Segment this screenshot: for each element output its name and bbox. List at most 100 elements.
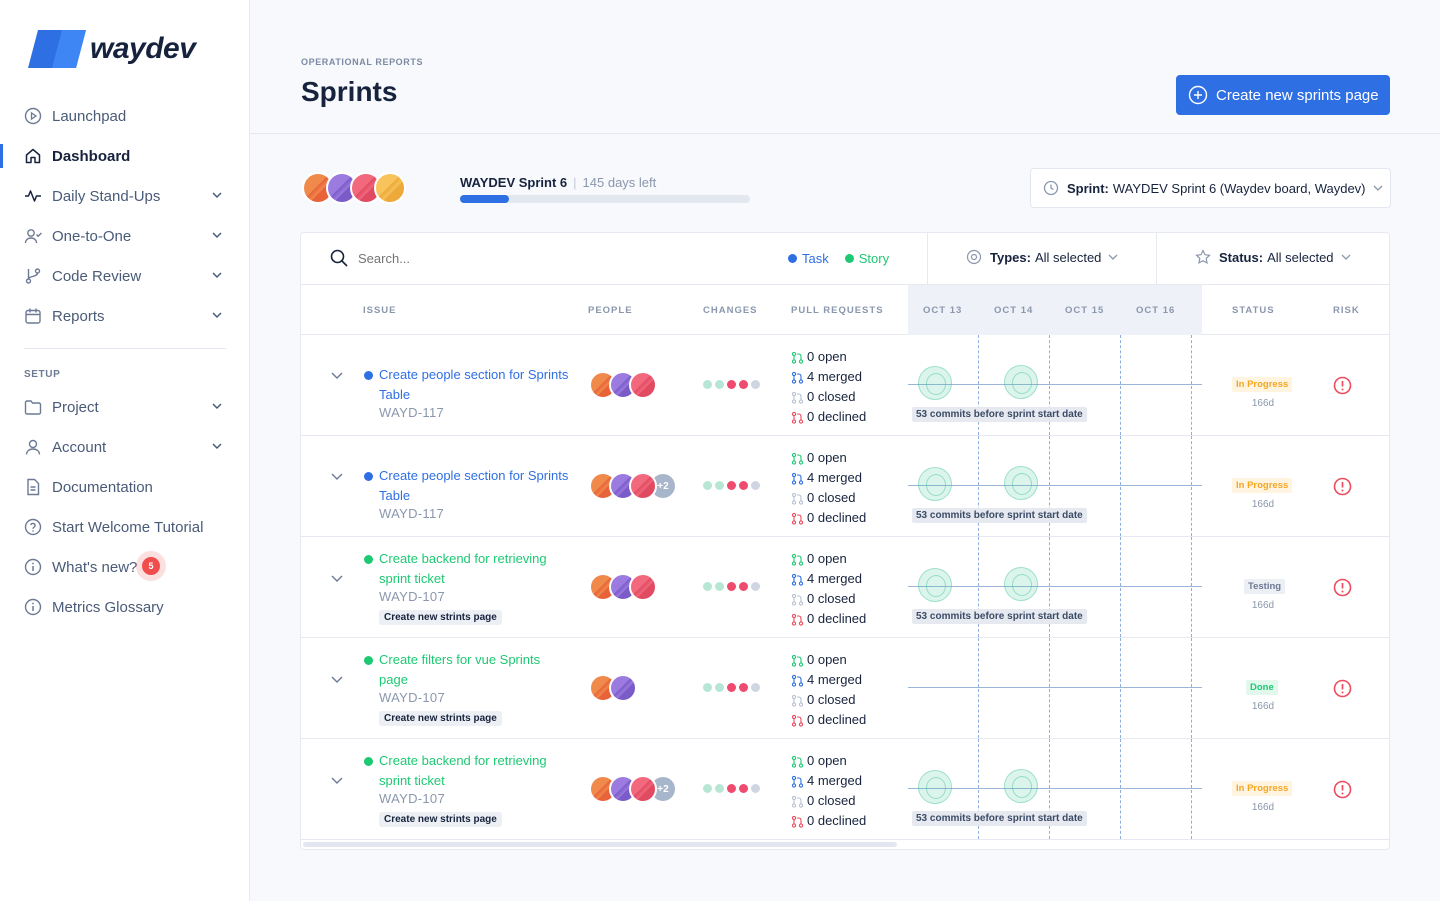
epic-tag[interactable]: Create new strints page bbox=[379, 610, 502, 625]
commits-before-sprint-label: 53 commits before sprint start date bbox=[912, 407, 1087, 422]
risk-alert-icon[interactable] bbox=[1333, 780, 1352, 799]
epic-tag[interactable]: Create new strints page bbox=[379, 812, 502, 827]
search-input[interactable] bbox=[358, 250, 558, 266]
avatar[interactable] bbox=[629, 573, 657, 601]
waydev-logo[interactable]: waydev bbox=[28, 30, 196, 68]
legend-item-story[interactable]: Story bbox=[844, 251, 889, 266]
avatar[interactable] bbox=[629, 775, 657, 803]
issue-type-dot bbox=[364, 472, 373, 481]
sprint-selector[interactable]: Sprint: WAYDEV Sprint 6 (Waydev board, W… bbox=[1030, 168, 1391, 208]
sidebar-item-what-s-new[interactable]: What's new? 5 bbox=[0, 547, 250, 587]
pull-request-stat-text: 4 merged bbox=[807, 571, 862, 586]
sidebar-item-project[interactable]: Project bbox=[0, 387, 250, 427]
expand-row-chevron-icon[interactable] bbox=[329, 468, 345, 484]
table-row[interactable]: Create backend for retrieving sprint tic… bbox=[301, 537, 1389, 638]
pull-request-stat: 0 closed bbox=[791, 488, 866, 508]
column-header-changes[interactable]: CHANGES bbox=[703, 305, 758, 316]
change-dot bbox=[751, 481, 760, 490]
pull-request-stat: 4 merged bbox=[791, 670, 866, 690]
sidebar-item-account[interactable]: Account bbox=[0, 427, 250, 467]
column-header-issue[interactable]: ISSUE bbox=[363, 305, 397, 316]
play-circle-icon bbox=[24, 107, 42, 125]
help-circle-icon bbox=[24, 518, 42, 536]
change-dot bbox=[739, 683, 748, 692]
commit-cluster-marker[interactable] bbox=[1004, 365, 1038, 399]
issue-title-link[interactable]: Create filters for vue Sprints page bbox=[379, 652, 541, 687]
status-duration: 166d bbox=[1251, 701, 1275, 712]
sidebar-item-start-welcome-tutorial[interactable]: Start Welcome Tutorial bbox=[0, 507, 250, 547]
expand-row-chevron-icon[interactable] bbox=[329, 367, 345, 383]
column-header-people[interactable]: PEOPLE bbox=[588, 305, 633, 316]
chevron-down-icon bbox=[212, 232, 222, 239]
issue-title-link[interactable]: Create backend for retrieving sprint tic… bbox=[379, 753, 547, 788]
sidebar-item-code-review[interactable]: Code Review bbox=[0, 256, 250, 296]
commit-cluster-marker[interactable] bbox=[1004, 466, 1038, 500]
sidebar-item-metrics-glossary[interactable]: Metrics Glossary bbox=[0, 587, 250, 627]
expand-row-chevron-icon[interactable] bbox=[329, 570, 345, 586]
sprint-timeline: 53 commits before sprint start date bbox=[908, 739, 1202, 839]
chevron-down-icon bbox=[1341, 254, 1351, 260]
risk-alert-icon[interactable] bbox=[1333, 679, 1352, 698]
timeline-line bbox=[908, 788, 1202, 789]
sidebar-item-one-to-one[interactable]: One-to-One bbox=[0, 216, 250, 256]
day-divider bbox=[1120, 436, 1121, 536]
issue-key: WAYD-107 bbox=[379, 589, 445, 604]
day-divider bbox=[978, 739, 979, 839]
epic-tag[interactable]: Create new strints page bbox=[379, 711, 502, 726]
issue-title-link[interactable]: Create people section for Sprints Table bbox=[379, 367, 569, 402]
avatar[interactable] bbox=[374, 172, 406, 204]
table-row[interactable]: Create backend for retrieving sprint tic… bbox=[301, 739, 1389, 840]
user-icon bbox=[24, 438, 42, 456]
sprint-days-left: 145 days left bbox=[582, 175, 657, 190]
commit-cluster-marker[interactable] bbox=[918, 467, 952, 501]
create-sprints-page-button[interactable]: Create new sprints page bbox=[1176, 75, 1390, 115]
commit-cluster-marker[interactable] bbox=[918, 568, 952, 602]
risk-alert-icon[interactable] bbox=[1333, 376, 1352, 395]
types-filter-dropdown[interactable]: Types: All selected bbox=[966, 249, 1119, 265]
issue-title-link[interactable]: Create backend for retrieving sprint tic… bbox=[379, 551, 547, 586]
expand-row-chevron-icon[interactable] bbox=[329, 671, 345, 687]
expand-row-chevron-icon[interactable] bbox=[329, 772, 345, 788]
risk-alert-icon[interactable] bbox=[1333, 477, 1352, 496]
day-divider bbox=[1191, 436, 1192, 536]
calendar-icon bbox=[24, 307, 42, 325]
legend-item-task[interactable]: Task bbox=[788, 251, 829, 266]
column-header-risk[interactable]: RISK bbox=[1333, 305, 1360, 316]
status-filter-dropdown[interactable]: Status: All selected bbox=[1195, 249, 1352, 265]
sidebar: waydev Launchpad Dashboard Daily Stand-Ups… bbox=[0, 0, 250, 901]
sidebar-item-documentation[interactable]: Documentation bbox=[0, 467, 250, 507]
issue-key: WAYD-107 bbox=[379, 690, 445, 705]
pull-request-icon bbox=[791, 755, 804, 768]
risk-alert-icon[interactable] bbox=[1333, 578, 1352, 597]
commit-cluster-marker[interactable] bbox=[1004, 769, 1038, 803]
column-header-pull-requests[interactable]: PULL REQUESTS bbox=[791, 305, 884, 316]
sprint-timeline: 53 commits before sprint start date bbox=[908, 436, 1202, 536]
pull-request-stat-text: 0 open bbox=[807, 652, 847, 667]
commit-cluster-marker[interactable] bbox=[918, 770, 952, 804]
sidebar-item-daily-stand-ups[interactable]: Daily Stand-Ups bbox=[0, 176, 250, 216]
sidebar-item-label: Dashboard bbox=[52, 147, 131, 165]
avatar[interactable] bbox=[629, 472, 657, 500]
pull-request-stat-text: 0 declined bbox=[807, 409, 867, 424]
issue-type-dot bbox=[364, 757, 373, 766]
avatar[interactable] bbox=[629, 371, 657, 399]
change-dot bbox=[715, 481, 724, 490]
table-row[interactable]: Create people section for Sprints Table W… bbox=[301, 335, 1389, 436]
sidebar-item-dashboard[interactable]: Dashboard bbox=[0, 136, 250, 176]
status-duration: 166d bbox=[1251, 600, 1275, 611]
create-button-label: Create new sprints page bbox=[1216, 86, 1379, 104]
pull-request-icon bbox=[791, 674, 804, 687]
sidebar-item-launchpad[interactable]: Launchpad bbox=[0, 96, 250, 136]
horizontal-scrollbar[interactable] bbox=[303, 842, 897, 847]
pull-request-stat: 0 open bbox=[791, 650, 866, 670]
commit-cluster-marker[interactable] bbox=[918, 366, 952, 400]
commit-cluster-marker[interactable] bbox=[1004, 567, 1038, 601]
avatar[interactable] bbox=[609, 674, 637, 702]
column-header-status[interactable]: STATUS bbox=[1232, 305, 1275, 316]
table-row[interactable]: Create people section for Sprints Table W… bbox=[301, 436, 1389, 537]
issue-title-link[interactable]: Create people section for Sprints Table bbox=[379, 468, 569, 503]
sidebar-item-reports[interactable]: Reports bbox=[0, 296, 250, 336]
table-row[interactable]: Create filters for vue Sprints page WAYD-… bbox=[301, 638, 1389, 739]
sprint-name-row: WAYDEV Sprint 6 | 145 days left bbox=[460, 175, 656, 190]
timeline-line bbox=[908, 485, 1202, 486]
